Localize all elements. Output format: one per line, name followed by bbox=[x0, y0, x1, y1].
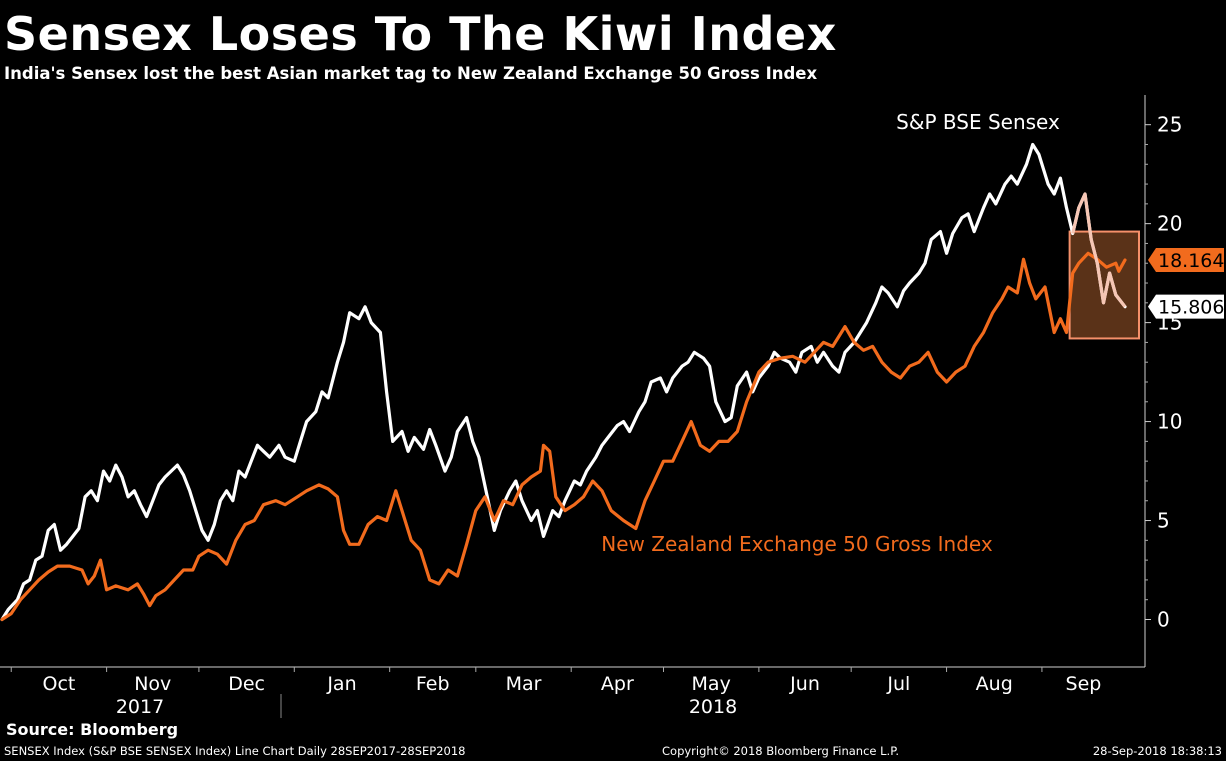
y-tick-label: 25 bbox=[1157, 113, 1182, 137]
chart-frame bbox=[0, 95, 1146, 668]
y-tick-label: 10 bbox=[1157, 410, 1182, 434]
x-tick-label: Sep bbox=[1066, 673, 1102, 695]
x-tick-label: Dec bbox=[228, 673, 265, 695]
x-tick-label: Jan bbox=[326, 673, 356, 695]
x-tick-label: Feb bbox=[416, 673, 450, 695]
year-label: 2017 bbox=[116, 696, 164, 718]
series-layer bbox=[0, 142, 1127, 622]
year-label: 2018 bbox=[689, 696, 737, 718]
x-tick-label: Nov bbox=[134, 673, 171, 695]
y-tick-label: 0 bbox=[1157, 607, 1170, 631]
y-tick-label: 20 bbox=[1157, 212, 1182, 236]
last-value-nzx: 18.164 bbox=[1158, 250, 1224, 272]
sensex-line-highlighted bbox=[1071, 192, 1127, 308]
chart-subtitle: India's Sensex lost the best Asian marke… bbox=[4, 64, 818, 83]
chart-title: Sensex Loses To The Kiwi Index bbox=[4, 7, 837, 61]
x-tick-label: May bbox=[692, 673, 731, 695]
footer-chart-info: SENSEX Index (S&P BSE SENSEX Index) Line… bbox=[4, 744, 466, 758]
sensex-line bbox=[0, 142, 1127, 622]
x-tick-label: Jun bbox=[789, 673, 820, 695]
x-tick-label: Oct bbox=[42, 673, 75, 695]
highlight-box bbox=[1068, 230, 1140, 340]
x-tick-label: Aug bbox=[976, 673, 1013, 695]
nzx-line bbox=[0, 251, 1127, 622]
footer-timestamp: 28-Sep-2018 18:38:13 bbox=[1092, 744, 1222, 758]
footer-copyright: Copyright© 2018 Bloomberg Finance L.P. bbox=[662, 744, 899, 758]
highlight-layer bbox=[1068, 230, 1140, 340]
label-layer: S&P BSE Sensex New Zealand Exchange 50 Gr… bbox=[601, 110, 1224, 556]
x-tick-label: Apr bbox=[601, 673, 634, 695]
source-note: Source: Bloomberg bbox=[6, 720, 179, 739]
x-tick-label: Jul bbox=[886, 673, 910, 695]
series-label-sensex: S&P BSE Sensex bbox=[896, 110, 1060, 134]
x-tick-label: Mar bbox=[506, 673, 542, 695]
series-label-nzx: New Zealand Exchange 50 Gross Index bbox=[601, 532, 993, 556]
last-value-sensex-bg bbox=[1148, 294, 1224, 319]
y-tick-label: 5 bbox=[1157, 509, 1170, 533]
last-value-nzx-bg bbox=[1148, 247, 1224, 272]
last-value-sensex: 15.806 bbox=[1158, 297, 1224, 319]
